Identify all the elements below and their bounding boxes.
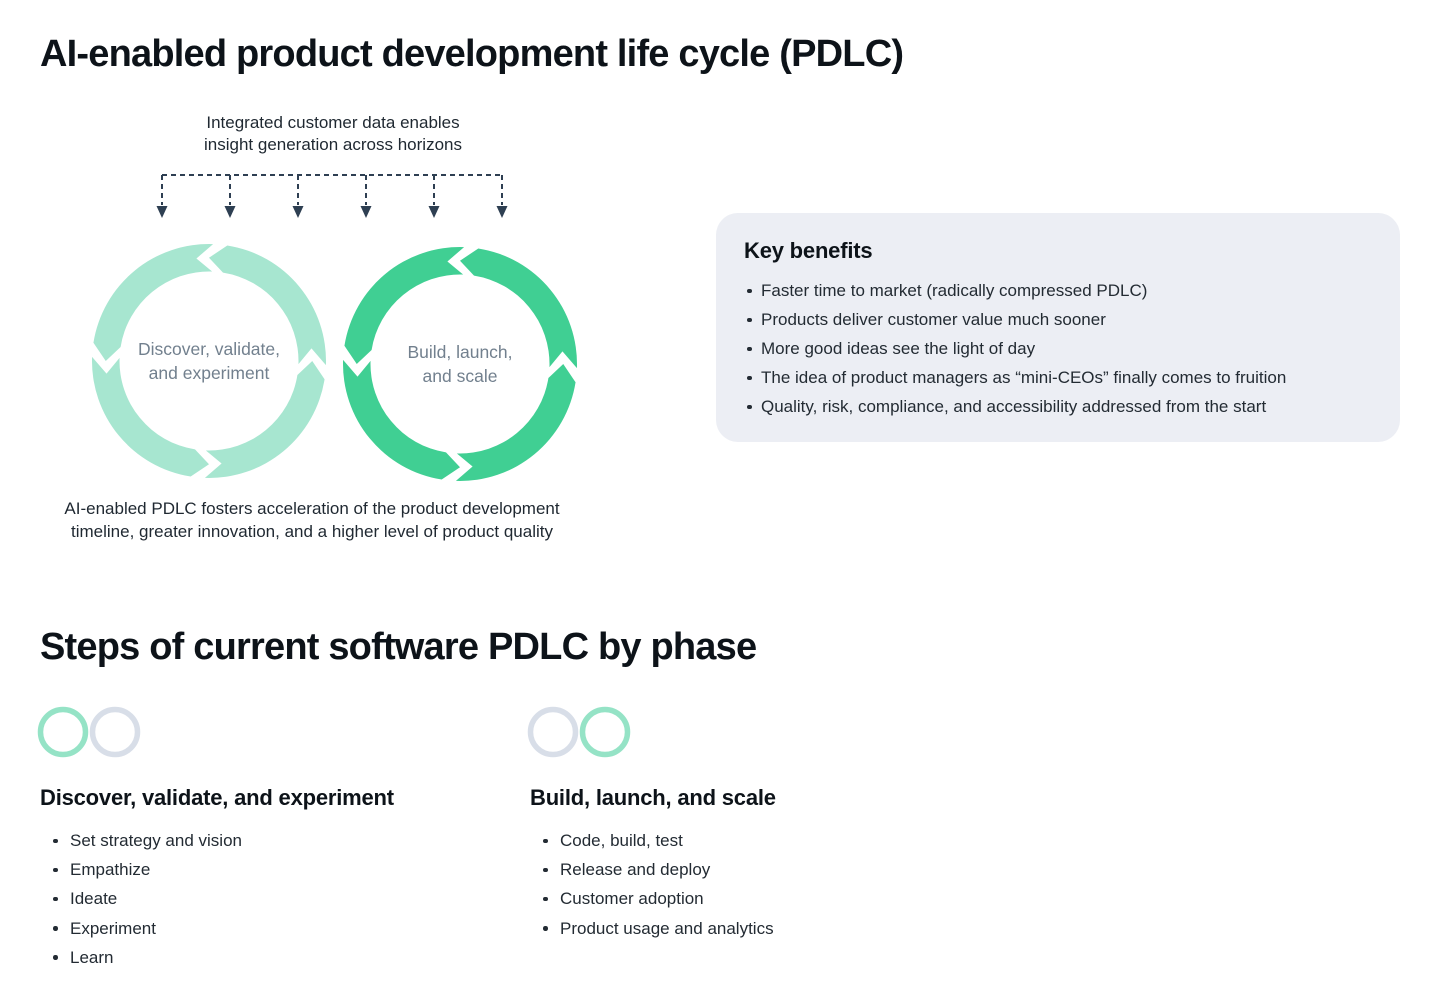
phase-step-item: Empathize	[40, 855, 510, 884]
phase-step-item: Code, build, test	[530, 826, 1000, 855]
page-title: AI-enabled product development life cycl…	[40, 33, 904, 75]
phase-step-item: Customer adoption	[530, 884, 1000, 913]
cycle-ring-icon	[91, 243, 327, 479]
key-benefit-item: Products deliver customer value much soo…	[744, 305, 1372, 334]
key-benefit-item: The idea of product managers as “mini-CE…	[744, 363, 1372, 392]
phase-build-steps: Code, build, test Release and deploy Custo…	[530, 826, 1000, 943]
cycle-arrow-segment	[344, 246, 465, 364]
phase-indicator-pair	[37, 706, 141, 758]
phase-step-item: Learn	[40, 943, 510, 972]
key-benefits-title: Key benefits	[744, 238, 873, 263]
cycle-arrow-segment	[460, 248, 578, 369]
cycle-arrow-segment	[209, 245, 327, 366]
cycle-arrow-segment	[93, 243, 214, 361]
phase-build-title: Build, launch, and scale	[530, 785, 776, 810]
cycle-arrow-segment	[91, 356, 209, 477]
insight-annotation: Integrated customer data enables insight…	[204, 113, 462, 154]
cycle-caption: AI-enabled PDLC fosters acceleration of …	[64, 499, 560, 541]
phase-indicator-off-icon	[89, 706, 141, 758]
key-benefit-item: Faster time to market (radically compres…	[744, 276, 1372, 305]
phase-column-discover: Discover, validate, and experiment Set s…	[37, 705, 510, 972]
ring-discover-label: Discover, validate, and experiment	[137, 339, 280, 383]
phase-step-item: Set strategy and vision	[40, 826, 510, 855]
down-arrow-icon	[156, 175, 508, 218]
phase-step-item: Product usage and analytics	[530, 914, 1000, 943]
key-benefit-item: More good ideas see the light of day	[744, 334, 1372, 363]
phase-indicator-on-icon	[579, 706, 631, 758]
key-benefits-card: Key benefits Faster time to market (radi…	[716, 213, 1400, 442]
cycle-arrow-segment	[204, 361, 325, 479]
ring-build-label: Build, launch, and scale	[407, 342, 513, 386]
phase-discover-title: Discover, validate, and experiment	[40, 785, 394, 810]
phase-step-item: Release and deploy	[530, 855, 1000, 884]
phase-step-item: Experiment	[40, 914, 510, 943]
phase-indicator-on-icon	[37, 706, 89, 758]
cycle-ring-icon	[342, 246, 578, 482]
steps-section-title: Steps of current software PDLC by phase	[40, 626, 757, 668]
cycle-ring-discover: Discover, validate, and experiment	[89, 241, 329, 481]
cycle-ring-build: Build, launch, and scale	[340, 244, 580, 484]
key-benefit-item: Quality, risk, compliance, and accessibi…	[744, 392, 1372, 421]
cycle-arrow-segment	[342, 359, 460, 480]
phase-column-build: Build, launch, and scale Code, build, te…	[527, 705, 1000, 943]
cycle-arrow-segment	[455, 364, 576, 482]
phase-indicator-pair	[527, 706, 631, 758]
phase-indicator-off-icon	[527, 706, 579, 758]
key-benefits-list: Faster time to market (radically compres…	[744, 276, 1372, 421]
phase-step-item: Ideate	[40, 884, 510, 913]
phase-discover-steps: Set strategy and vision Empathize Ideate Ex…	[40, 826, 510, 972]
insight-dashed-arrows	[156, 174, 508, 218]
